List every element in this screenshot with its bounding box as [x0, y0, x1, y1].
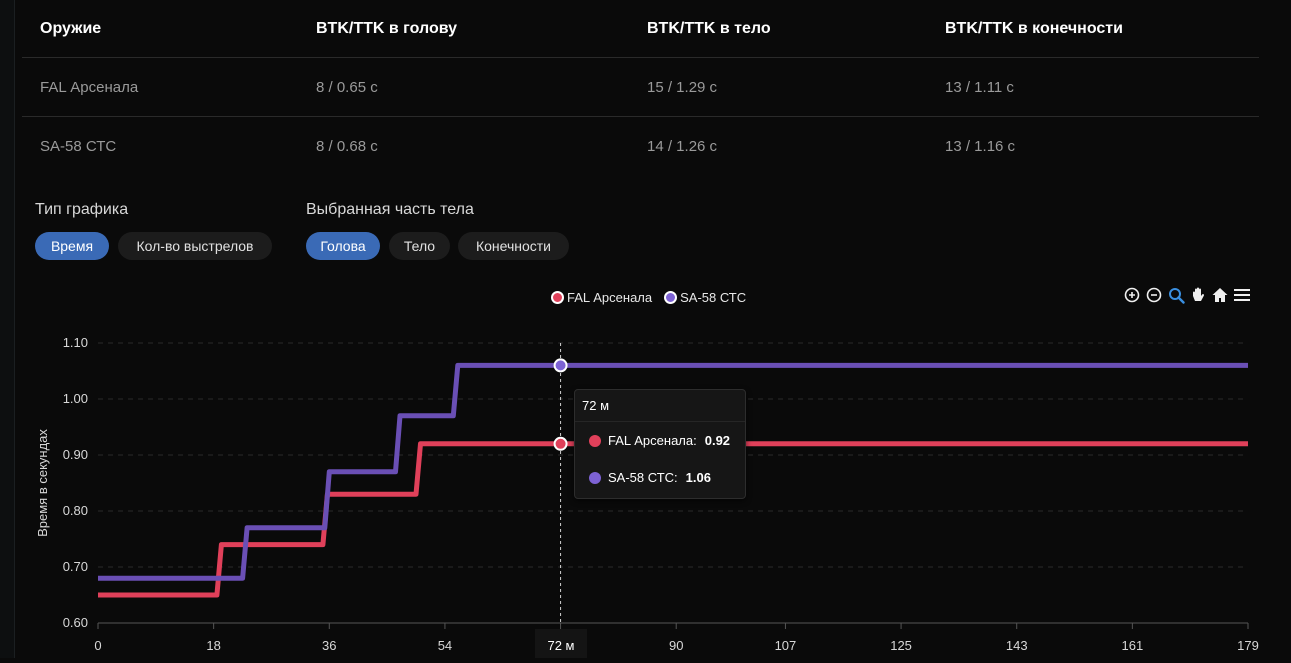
chart-type-shots-button[interactable]: Кол-во выстрелов [118, 232, 272, 260]
legend-label-sa58: SA-58 СТС [680, 290, 747, 305]
x-tick-label: 18 [206, 638, 220, 653]
table-row: SA-58 СТС 8 / 0.68 с 14 / 1.26 с 13 / 1.… [22, 117, 1259, 176]
header-head: BTK/TTK в голову [298, 0, 629, 58]
chart-toolbar [1123, 286, 1251, 304]
y-axis-title: Время в секундах [35, 429, 50, 537]
ttk-table: Оружие BTK/TTK в голову BTK/TTK в тело B… [22, 0, 1259, 175]
body-part-head-button[interactable]: Голова [306, 232, 380, 260]
y-tick-label: 0.70 [63, 559, 88, 574]
tooltip-row-fal: FAL Арсенала: 0.92 [575, 422, 745, 459]
hover-point-sa58 [553, 358, 568, 373]
home-reset-icon[interactable] [1211, 286, 1229, 304]
body-part-label: Выбранная часть тела [306, 201, 474, 218]
y-tick-label: 0.80 [63, 503, 88, 518]
legend-marker-sa58 [664, 291, 678, 304]
x-tick-label: 125 [890, 638, 912, 653]
series-line-sa58 [98, 362, 1248, 581]
y-tick-label: 1.00 [63, 391, 88, 406]
x-tick-label: 54 [438, 638, 452, 653]
legend-label-fal: FAL Арсенала [567, 290, 653, 305]
cell-head: 8 / 0.65 с [298, 57, 629, 117]
tooltip-value-sa58: 1.06 [685, 470, 711, 485]
cell-limbs: 13 / 1.11 с [927, 57, 1259, 117]
legend-item-fal[interactable]: FAL Арсенала [551, 290, 652, 305]
x-tick-label: 90 [669, 638, 683, 653]
table-header-row: Оружие BTK/TTK в голову BTK/TTK в тело B… [22, 0, 1259, 58]
cell-head: 8 / 0.68 с [316, 137, 378, 155]
body-part-body-button[interactable]: Тело [389, 232, 450, 260]
cell-weapon: FAL Арсенала [22, 57, 298, 117]
x-tick-label: 179 [1237, 638, 1259, 653]
tooltip-marker-sa58 [589, 471, 601, 484]
y-axis: 0.60 0.70 0.80 0.90 1.00 1.10 [63, 335, 88, 630]
tooltip-name-sa58: SA-58 СТС: [608, 470, 678, 485]
menu-icon[interactable] [1233, 286, 1251, 304]
body-part-limbs-button[interactable]: Конечности [458, 232, 569, 260]
legend-item-sa58[interactable]: SA-58 СТС [664, 290, 746, 305]
x-tick-label: 143 [1006, 638, 1028, 653]
table-row: FAL Арсенала 8 / 0.65 с 15 / 1.29 с 13 /… [22, 57, 1259, 117]
legend-marker-fal [551, 291, 564, 304]
y-tick-label: 1.10 [63, 335, 88, 350]
chart-type-label: Тип графика [35, 201, 129, 218]
cell-weapon: SA-58 СТС [40, 137, 117, 155]
left-edge-strip [0, 0, 15, 658]
cell-body: 15 / 1.29 с [629, 57, 927, 117]
hover-point-fal [553, 436, 568, 451]
y-tick-label: 0.90 [63, 447, 88, 462]
y-tick-label: 0.60 [63, 615, 88, 630]
tooltip-marker-fal [589, 434, 601, 447]
cell-body: 14 / 1.26 с [647, 137, 718, 155]
x-tick-label: 161 [1122, 638, 1144, 653]
tooltip-value-fal: 0.92 [704, 433, 731, 448]
pan-hand-icon[interactable] [1189, 286, 1207, 304]
x-tick-label: 107 [775, 638, 797, 653]
header-weapon: Оружие [22, 0, 298, 58]
tooltip-row-sa58: SA-58 СТС: 1.06 [575, 459, 745, 496]
zoom-out-icon[interactable] [1145, 286, 1163, 304]
crosshair-x-label: 72 м [535, 629, 587, 658]
hover-markers [553, 358, 568, 451]
series-lines [98, 362, 1248, 598]
x-tick-label: 36 [322, 638, 336, 653]
zoom-in-icon[interactable] [1123, 286, 1141, 304]
chart-type-time-button[interactable]: Время [35, 232, 109, 260]
header-limbs: BTK/TTK в конечности [927, 0, 1259, 58]
chart-tooltip: 72 м FAL Арсенала: 0.92 SA-58 СТС: 1.06 [574, 389, 746, 499]
cell-limbs: 13 / 1.16 с [945, 137, 1016, 155]
x-axis: 0 18 36 54 90 107 125 143 161 179 [94, 622, 1259, 653]
x-tick-label: 0 [94, 638, 101, 653]
header-body: BTK/TTK в тело [629, 0, 927, 58]
chart-legend: FAL Арсенала SA-58 СТС [551, 290, 746, 305]
zoom-selection-icon[interactable] [1167, 286, 1185, 304]
tooltip-title: 72 м [575, 390, 745, 422]
tooltip-name-fal: FAL Арсенала: [608, 433, 697, 448]
